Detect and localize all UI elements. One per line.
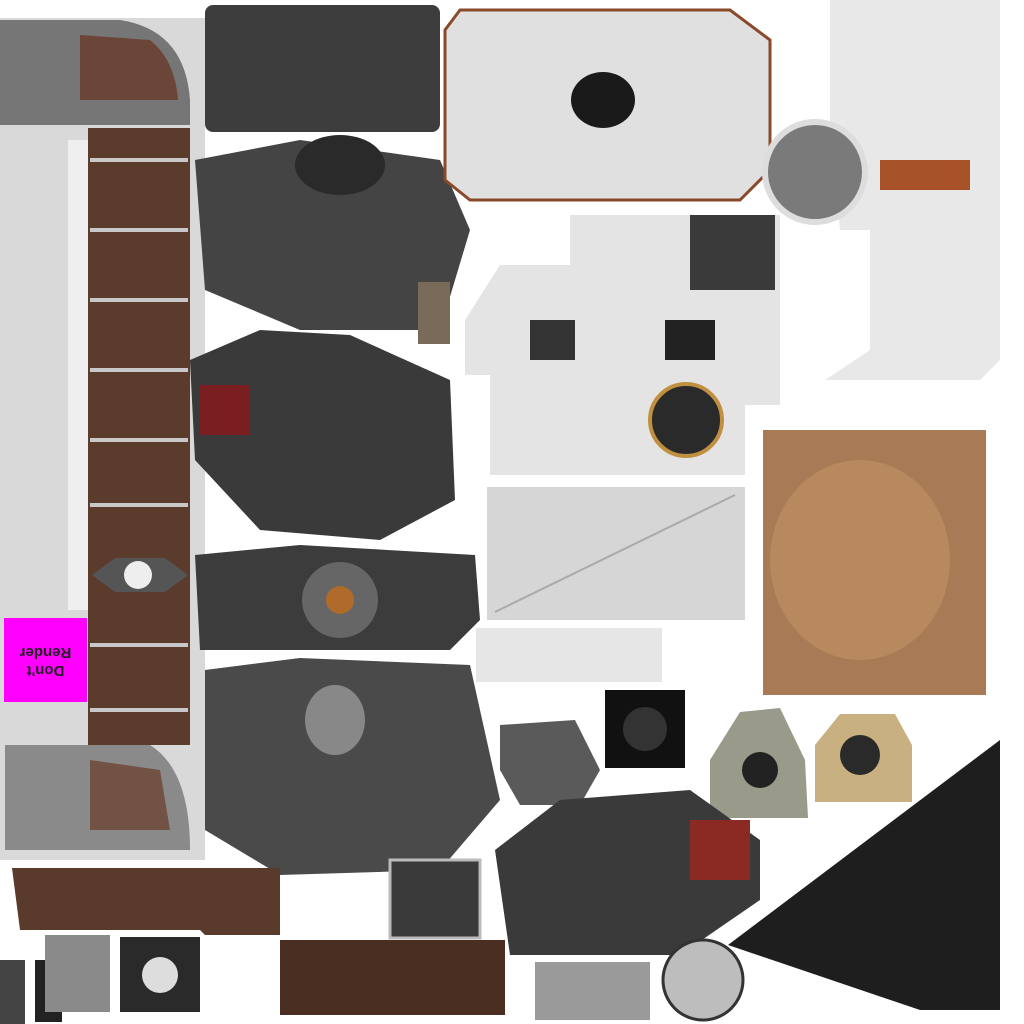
dark-square xyxy=(388,858,482,940)
instrument-hub xyxy=(326,586,354,614)
fan-segment xyxy=(80,35,178,100)
buckle-target xyxy=(124,561,152,589)
small-part xyxy=(418,282,450,344)
fan-segment xyxy=(90,760,170,830)
instrument-cylinder xyxy=(305,685,365,755)
instrument-cluster xyxy=(205,658,500,875)
small-part xyxy=(500,720,600,805)
instrument-cluster xyxy=(190,330,455,540)
round-part xyxy=(661,938,745,1022)
bottom-strap xyxy=(280,940,505,1015)
mast-disc xyxy=(762,119,868,225)
brown-strap xyxy=(88,128,190,745)
small-part xyxy=(0,960,25,1024)
blanket-hole xyxy=(571,72,635,128)
mast-band xyxy=(880,160,970,190)
lens xyxy=(623,707,667,751)
target xyxy=(142,957,178,993)
window xyxy=(665,320,715,360)
red-block xyxy=(690,820,750,880)
instrument-top xyxy=(205,5,440,132)
side-strip xyxy=(68,140,88,610)
lens xyxy=(840,735,880,775)
panel-diagonal xyxy=(494,494,736,613)
soil-mound xyxy=(770,460,950,660)
porthole xyxy=(648,382,724,458)
black-triangle xyxy=(728,740,1000,1010)
strap-bars xyxy=(90,158,188,712)
lens xyxy=(742,752,778,788)
red-block xyxy=(200,385,250,435)
grille xyxy=(690,215,775,290)
small-part xyxy=(45,935,110,1012)
small-part xyxy=(535,962,650,1020)
dont-render-box xyxy=(4,618,87,702)
instrument-drum xyxy=(295,135,385,195)
small-panel xyxy=(476,628,662,682)
label-line: Don't xyxy=(27,662,65,679)
dont-render-label: Don't Render xyxy=(20,644,72,679)
window xyxy=(530,320,575,360)
instrument-cluster xyxy=(195,140,470,330)
bottom-strap xyxy=(12,868,280,935)
label-line: Render xyxy=(20,644,72,661)
